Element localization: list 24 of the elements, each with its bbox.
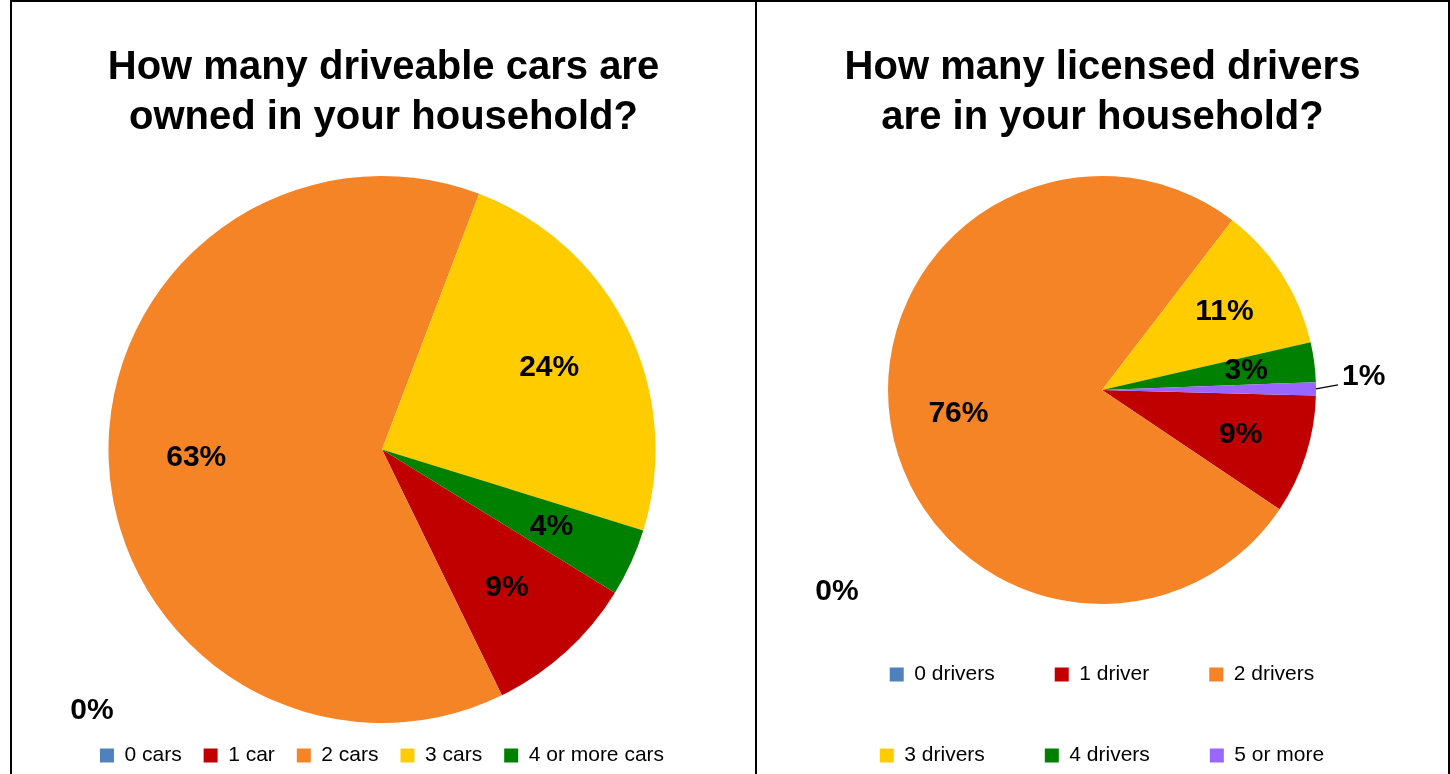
legend-label: 2 cars bbox=[321, 742, 379, 766]
data-label: 24% bbox=[519, 349, 580, 383]
legend-label: 1 driver bbox=[1079, 661, 1150, 685]
legend-label: 3 cars bbox=[425, 742, 483, 766]
data-label: 9% bbox=[485, 568, 529, 602]
legend-label: 0 drivers bbox=[914, 661, 995, 685]
data-label: 3% bbox=[1224, 352, 1268, 386]
chart-title: How many licensed drivers are in your household? bbox=[843, 42, 1362, 139]
data-label: 63% bbox=[166, 439, 227, 473]
legend-label: 4 drivers bbox=[1069, 742, 1150, 766]
legend-label: 0 cars bbox=[124, 742, 182, 766]
legend-label: 2 drivers bbox=[1233, 661, 1315, 685]
text: 0% bbox=[70, 692, 114, 726]
data-label: 76% bbox=[928, 394, 989, 428]
data-label: 4% bbox=[529, 507, 574, 541]
data-label: 1% bbox=[1342, 358, 1386, 392]
text: 0% bbox=[815, 573, 859, 607]
legend-label: 1 car bbox=[228, 742, 275, 766]
legend-label: 4 or more cars bbox=[528, 742, 665, 766]
legend-label: 3 drivers bbox=[904, 742, 985, 766]
chart-title: How many driveable cars are owned in your household? bbox=[106, 42, 661, 139]
data-label: 11% bbox=[1195, 292, 1254, 326]
legend-label: 5 or more bbox=[1234, 742, 1325, 766]
data-label: 9% bbox=[1218, 415, 1263, 449]
